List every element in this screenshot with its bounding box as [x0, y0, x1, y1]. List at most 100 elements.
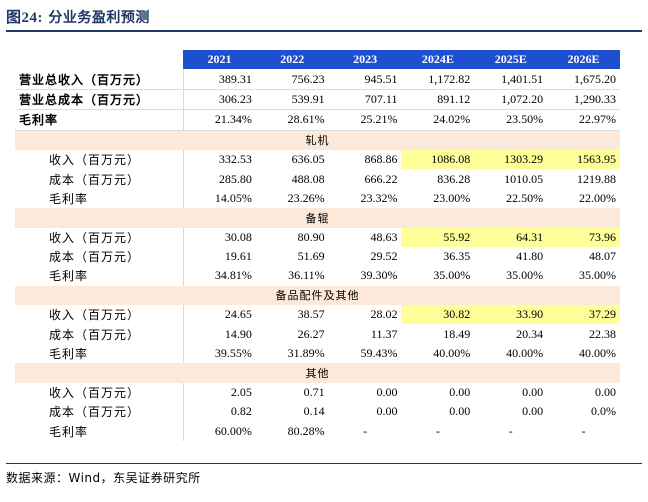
row-label: 营业总收入（百万元） [15, 69, 184, 90]
cell: 868.86 [364, 152, 398, 167]
segment-title: 备品配件及其他 [15, 285, 620, 306]
cell: 285.80 [182, 169, 256, 189]
highlighted-cell: 55.92 [401, 227, 475, 247]
segment-title: 备辊 [15, 208, 620, 228]
cell: 23.50% [474, 109, 548, 131]
cell: 34.81% [182, 266, 256, 286]
header-year-2023: 2023 [328, 50, 402, 70]
cell: 26.27 [297, 326, 325, 341]
cell: - [508, 423, 513, 438]
cell: 0.00 [522, 384, 544, 399]
cell: 19.61 [182, 246, 256, 267]
cell: 60.00% [182, 421, 256, 441]
row-label: 营业总成本（百万元） [15, 89, 184, 111]
cell: 38.57 [297, 307, 325, 322]
table-row: 营业总成本（百万元） 306.23 539.91 707.11 891.12 1… [15, 89, 620, 111]
segment-header-row: 备品配件及其他 [15, 285, 620, 306]
cell: 539.91 [255, 89, 329, 111]
cell: 0.00 [449, 384, 471, 399]
cell: 0.00 [449, 404, 471, 419]
row-label: 成本（百万元） [49, 250, 141, 265]
row-label: 毛利率 [15, 109, 184, 131]
cell: 707.11 [328, 89, 402, 111]
cell: 39.55% [182, 343, 256, 364]
cell: 2.05 [182, 382, 256, 403]
cell: 48.07 [589, 249, 616, 264]
row-label: 毛利率 [49, 347, 89, 362]
header-year-2021: 2021 [183, 50, 256, 70]
table-row: 营业总收入（百万元） 389.31 756.23 945.51 1,172.82… [15, 69, 620, 90]
cell: 35.00% [579, 268, 616, 283]
cell: 59.43% [360, 346, 398, 361]
table-row: 毛利率 34.81% 36.11% 39.30% 35.00% 35.00% 3… [15, 266, 620, 286]
cell: 0.0% [591, 404, 616, 419]
highlighted-cell: 30.82 [401, 305, 475, 325]
row-label: 收入（百万元） [49, 230, 141, 245]
segment-header-row: 备辊 [15, 208, 620, 228]
table-row: 毛利率 39.55% 31.89% 59.43% 40.00% 40.00% 4… [15, 343, 620, 364]
cell: 332.53 [182, 149, 256, 170]
cell: 48.63 [370, 229, 398, 244]
cell: 24.65 [182, 305, 256, 325]
cell: 1,072.20 [474, 89, 548, 111]
highlighted-cell: 73.96 [547, 227, 620, 247]
cell: 891.12 [401, 89, 475, 111]
cell: 40.00% [506, 346, 544, 361]
cell: 14.05% [182, 188, 256, 209]
highlighted-cell: 64.31 [474, 227, 548, 247]
highlighted-cell: 33.90 [474, 305, 548, 325]
cell: 945.51 [328, 69, 402, 90]
cell: 836.28 [437, 171, 471, 186]
row-label: 收入（百万元） [49, 308, 141, 323]
row-label: 成本（百万元） [49, 172, 141, 187]
cell: 25.21% [328, 109, 402, 131]
row-label: 毛利率 [49, 424, 89, 439]
cell: 30.08 [182, 227, 256, 247]
table-row: 成本（百万元） 285.80 488.08 666.22 836.28 1010… [15, 169, 620, 189]
highlighted-cell: 1303.29 [474, 149, 548, 170]
table-row: 成本（百万元） 0.82 0.14 0.00 0.00 0.00 0.0% [15, 402, 620, 422]
row-label: 收入（百万元） [49, 153, 141, 168]
forecast-table: 2021 2022 2023 2024E 2025E 2026E 营业总收入（百… [15, 50, 620, 441]
table-header-row: 2021 2022 2023 2024E 2025E 2026E [15, 50, 620, 70]
cell: 39.30% [360, 268, 398, 283]
cell: 1,172.82 [401, 69, 475, 90]
cell: 28.02 [370, 307, 398, 322]
cell: 35.00% [506, 268, 544, 283]
cell: 0.00 [522, 404, 544, 419]
cell: 0.82 [182, 402, 256, 422]
cell: - [435, 423, 440, 438]
cell: 28.61% [255, 109, 329, 131]
cell: 36.11% [288, 268, 325, 283]
cell: 0.00 [376, 404, 398, 419]
cell: 23.26% [287, 190, 325, 205]
header-year-2022: 2022 [255, 50, 329, 70]
header-year-2024e: 2024E [401, 50, 475, 70]
table-row: 成本（百万元） 14.90 26.27 11.37 18.49 20.34 22… [15, 324, 620, 344]
cell: 41.80 [516, 249, 544, 264]
cell: 636.05 [291, 152, 325, 167]
header-year-2025e: 2025E [474, 50, 548, 70]
cell: - [581, 423, 586, 438]
cell: 31.89% [287, 346, 325, 361]
cell: 22.38 [589, 326, 616, 341]
cell: 0.14 [303, 404, 325, 419]
cell: 488.08 [291, 171, 325, 186]
cell: 1,290.33 [547, 89, 620, 111]
table-row: 毛利率 14.05% 23.26% 23.32% 23.00% 22.50% 2… [15, 188, 620, 209]
row-label: 成本（百万元） [49, 327, 141, 342]
cell: 23.00% [433, 190, 471, 205]
cell: - [363, 423, 368, 438]
title-rule [6, 30, 642, 32]
figure-caption: 分业务盈利预测 [48, 10, 150, 26]
cell: 666.22 [364, 171, 398, 186]
table-row: 收入（百万元） 24.65 38.57 28.02 30.82 33.90 37… [15, 305, 620, 325]
cell: 22.00% [579, 190, 616, 205]
cell: 80.90 [297, 229, 325, 244]
cell: 20.34 [516, 326, 544, 341]
segment-title: 轧机 [15, 130, 620, 150]
cell: 306.23 [182, 89, 256, 111]
segment-title: 其他 [15, 363, 620, 383]
row-label: 成本（百万元） [49, 405, 141, 420]
cell: 23.32% [360, 190, 398, 205]
